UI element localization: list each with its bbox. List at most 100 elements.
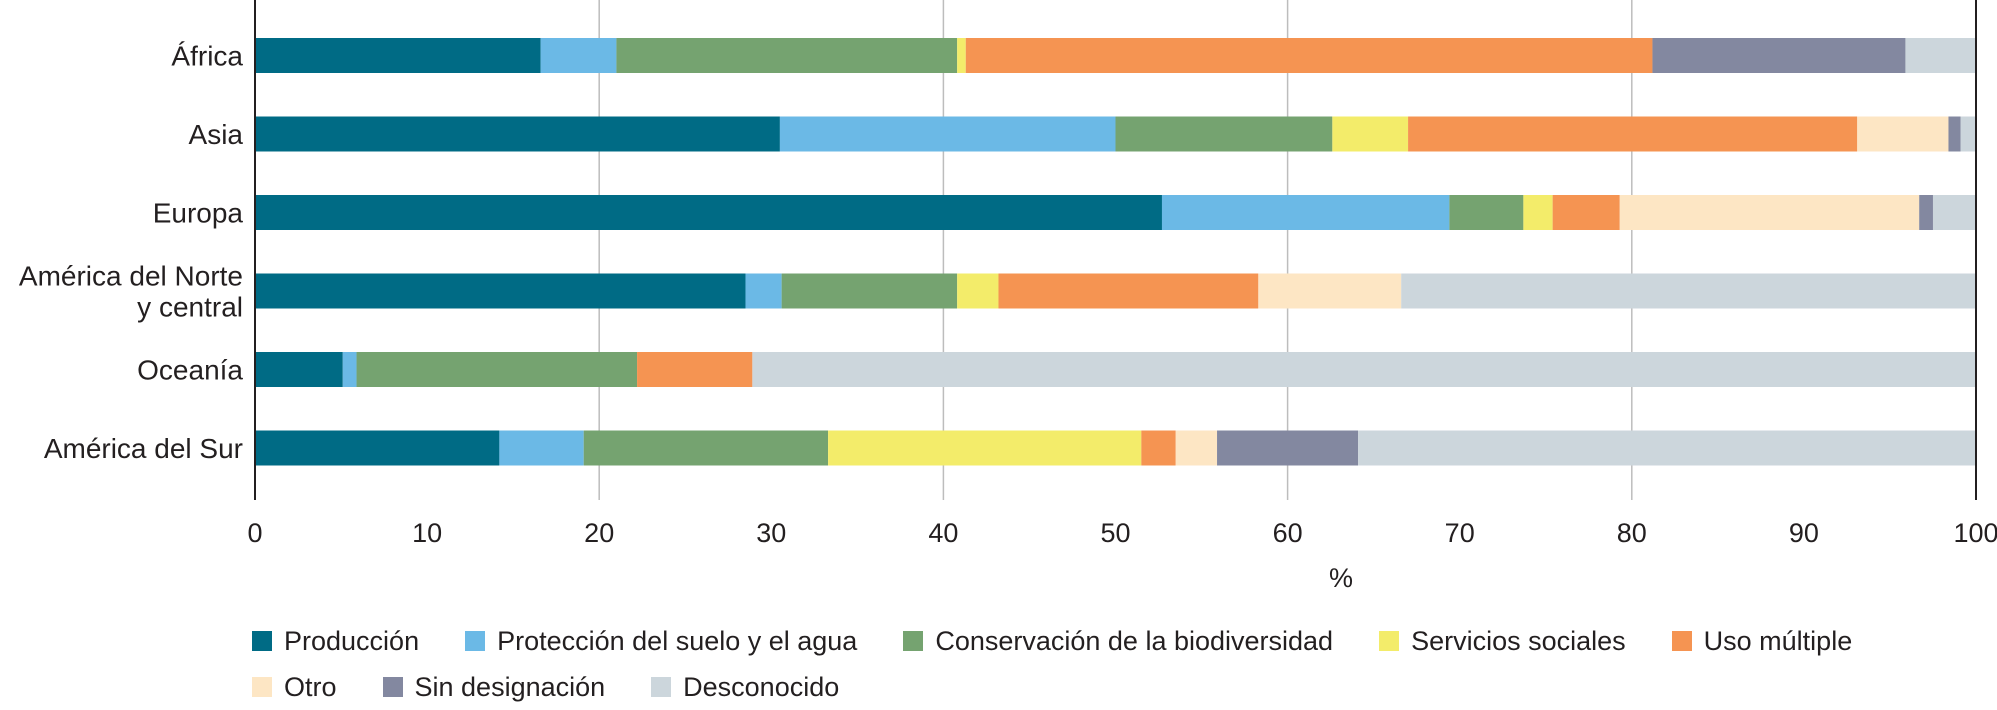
category-label: Europa (153, 198, 244, 229)
x-tick-label: 50 (1100, 518, 1130, 548)
x-tick-label: 20 (584, 518, 614, 548)
bar-segment (1960, 116, 1976, 152)
bar-segment (499, 430, 584, 466)
bar-segment (1358, 430, 1976, 466)
bar-group (255, 273, 1976, 309)
x-tick-label: 0 (247, 518, 262, 548)
category-label-line: y central (137, 292, 243, 323)
bar-segment (1141, 430, 1176, 466)
x-tick-label: 100 (1953, 518, 1997, 548)
legend-label: Protección del suelo y el agua (497, 625, 858, 656)
bar-segment (255, 352, 343, 387)
axes (254, 0, 1977, 500)
bars (255, 38, 1976, 466)
bar-segment (965, 38, 1653, 73)
legend-label: Servicios sociales (1411, 625, 1626, 656)
bar-segment (745, 273, 782, 309)
bar-segment (356, 352, 638, 387)
bar-segment (998, 273, 1259, 309)
bar-segment (1332, 116, 1409, 152)
category-label: Asia (189, 119, 244, 150)
category-label-line: América del Norte (19, 261, 243, 292)
legend-item: Conservación de la biodiversidad (903, 626, 1333, 657)
bar-segment (1905, 38, 1976, 73)
bar-segment (255, 116, 780, 152)
x-tick-label: 80 (1617, 518, 1647, 548)
legend-label: Otro (284, 671, 337, 702)
legend-swatch (651, 677, 672, 697)
legend-label: Uso múltiple (1703, 625, 1853, 656)
bar-segment (957, 38, 966, 73)
bar-segment (255, 273, 746, 309)
bar-segment (1449, 195, 1524, 230)
legend-item: Uso múltiple (1671, 625, 1853, 657)
legend-label: Sin designación (414, 671, 606, 702)
legend-item: Producción (252, 626, 419, 657)
bar-segment (255, 430, 500, 466)
x-axis-title: % (1329, 563, 1353, 593)
legend-row: Otro Sin designación Desconocido (252, 664, 1972, 710)
bar-segment (752, 352, 1976, 387)
x-tick-label: 40 (928, 518, 958, 548)
bar-segment (1115, 116, 1333, 152)
bar-segment (1619, 195, 1920, 230)
category-label-line: América del Sur (44, 433, 243, 464)
bar-segment (1652, 38, 1906, 73)
legend-swatch (465, 631, 486, 651)
bar-group (255, 352, 1976, 387)
x-tick-label: 60 (1273, 518, 1303, 548)
bar-segment (583, 430, 829, 466)
bar-segment (779, 116, 1116, 152)
legend-swatch (382, 677, 403, 697)
legend-label: Producción (284, 625, 420, 656)
category-label: África (171, 41, 243, 72)
bar-segment (1217, 430, 1359, 466)
bar-segment (342, 352, 357, 387)
category-label: América del Norte y central (19, 261, 243, 323)
legend: Producción Protección del suelo y el agua… (252, 618, 1972, 710)
bar-segment (1401, 273, 1976, 309)
gridlines (598, 0, 1633, 500)
bar-segment (1258, 273, 1402, 309)
bar-group (255, 116, 1976, 152)
bar-segment (637, 352, 753, 387)
bar-segment (616, 38, 958, 73)
x-tick-label: 10 (412, 518, 442, 548)
category-label: Oceanía (137, 355, 243, 386)
legend-label: Conservación de la biodiversidad (935, 625, 1334, 656)
legend-swatch (1379, 631, 1400, 651)
bar-segment (1552, 195, 1620, 230)
legend-swatch (1671, 631, 1692, 651)
legend-item: Otro (252, 672, 337, 703)
category-label-line: Oceanía (137, 355, 243, 386)
bar-group (255, 430, 1976, 466)
x-tick-label: 30 (756, 518, 786, 548)
bar-segment (957, 273, 999, 309)
bar-segment (540, 38, 617, 73)
bar-segment (1948, 116, 1961, 152)
legend-item: Protección del suelo y el agua (465, 626, 857, 657)
legend-item: Sin designación (382, 671, 606, 703)
legend-swatch (252, 631, 272, 651)
bar-segment (828, 430, 1142, 466)
legend-item: Desconocido (651, 672, 839, 703)
bar-segment (1408, 116, 1858, 152)
category-label-line: Europa (153, 198, 244, 229)
bar-segment (255, 195, 1162, 230)
bar-segment (1919, 195, 1933, 230)
category-label: América del Sur (44, 433, 243, 464)
legend-row: Producción Protección del suelo y el agua… (252, 618, 1972, 664)
bar-segment (1161, 195, 1450, 230)
bar-segment (1932, 195, 1976, 230)
bar-group (255, 195, 1976, 230)
category-label-line: Asia (189, 119, 244, 150)
legend-item: Servicios sociales (1379, 626, 1626, 657)
legend-swatch (903, 631, 924, 651)
x-tick-labels: 0 10 20 30 40 50 60 70 80 90 100 (247, 518, 1997, 548)
category-label-line: África (171, 41, 243, 72)
bar-segment (255, 38, 541, 73)
bar-segment (1857, 116, 1949, 152)
bar-group (255, 38, 1976, 73)
legend-label: Desconocido (683, 671, 840, 702)
bar-segment (781, 273, 958, 309)
